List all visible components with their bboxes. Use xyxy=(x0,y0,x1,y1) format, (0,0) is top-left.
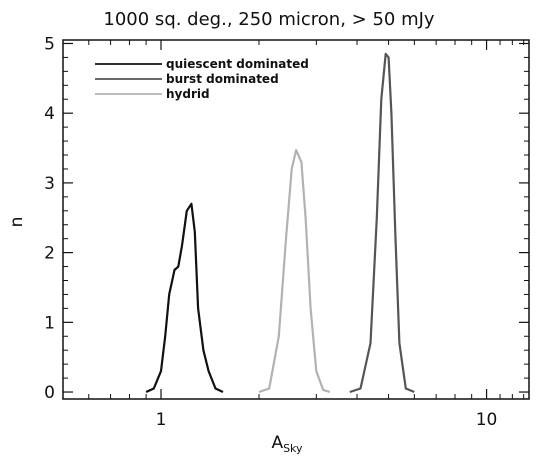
x-axis-label-main: A xyxy=(271,433,283,453)
y-tick-label-0: 0 xyxy=(44,383,55,403)
x-axis-label: ASky xyxy=(271,433,303,455)
plot-frame xyxy=(62,39,530,400)
chart-title: 1000 sq. deg., 250 micron, > 50 mJy xyxy=(103,9,435,30)
y-axis-label: n xyxy=(7,217,27,228)
x-tick-label-0: 1 xyxy=(156,410,167,430)
x-axis-label-sub: Sky xyxy=(283,442,303,455)
legend-label-hydrid: hydrid xyxy=(166,87,210,101)
series-line-burst-dominated xyxy=(349,52,415,394)
legend-label-quiescent-dominated: quiescent dominated xyxy=(166,57,309,71)
series-layer xyxy=(145,52,415,394)
y-tick-label-4: 4 xyxy=(44,104,55,124)
axis-ticks: 0 1 2 3 4 5 1 10 xyxy=(44,34,529,430)
x-tick-label-1: 10 xyxy=(476,410,498,430)
y-tick-label-3: 3 xyxy=(44,174,55,194)
series-line-hydrid xyxy=(258,149,331,394)
y-tick-label-2: 2 xyxy=(44,244,55,264)
legend-label-burst-dominated: burst dominated xyxy=(166,72,279,86)
series-line-quiescent-dominated xyxy=(145,202,224,394)
y-tick-label-5: 5 xyxy=(44,34,55,54)
y-tick-label-1: 1 xyxy=(44,313,55,333)
